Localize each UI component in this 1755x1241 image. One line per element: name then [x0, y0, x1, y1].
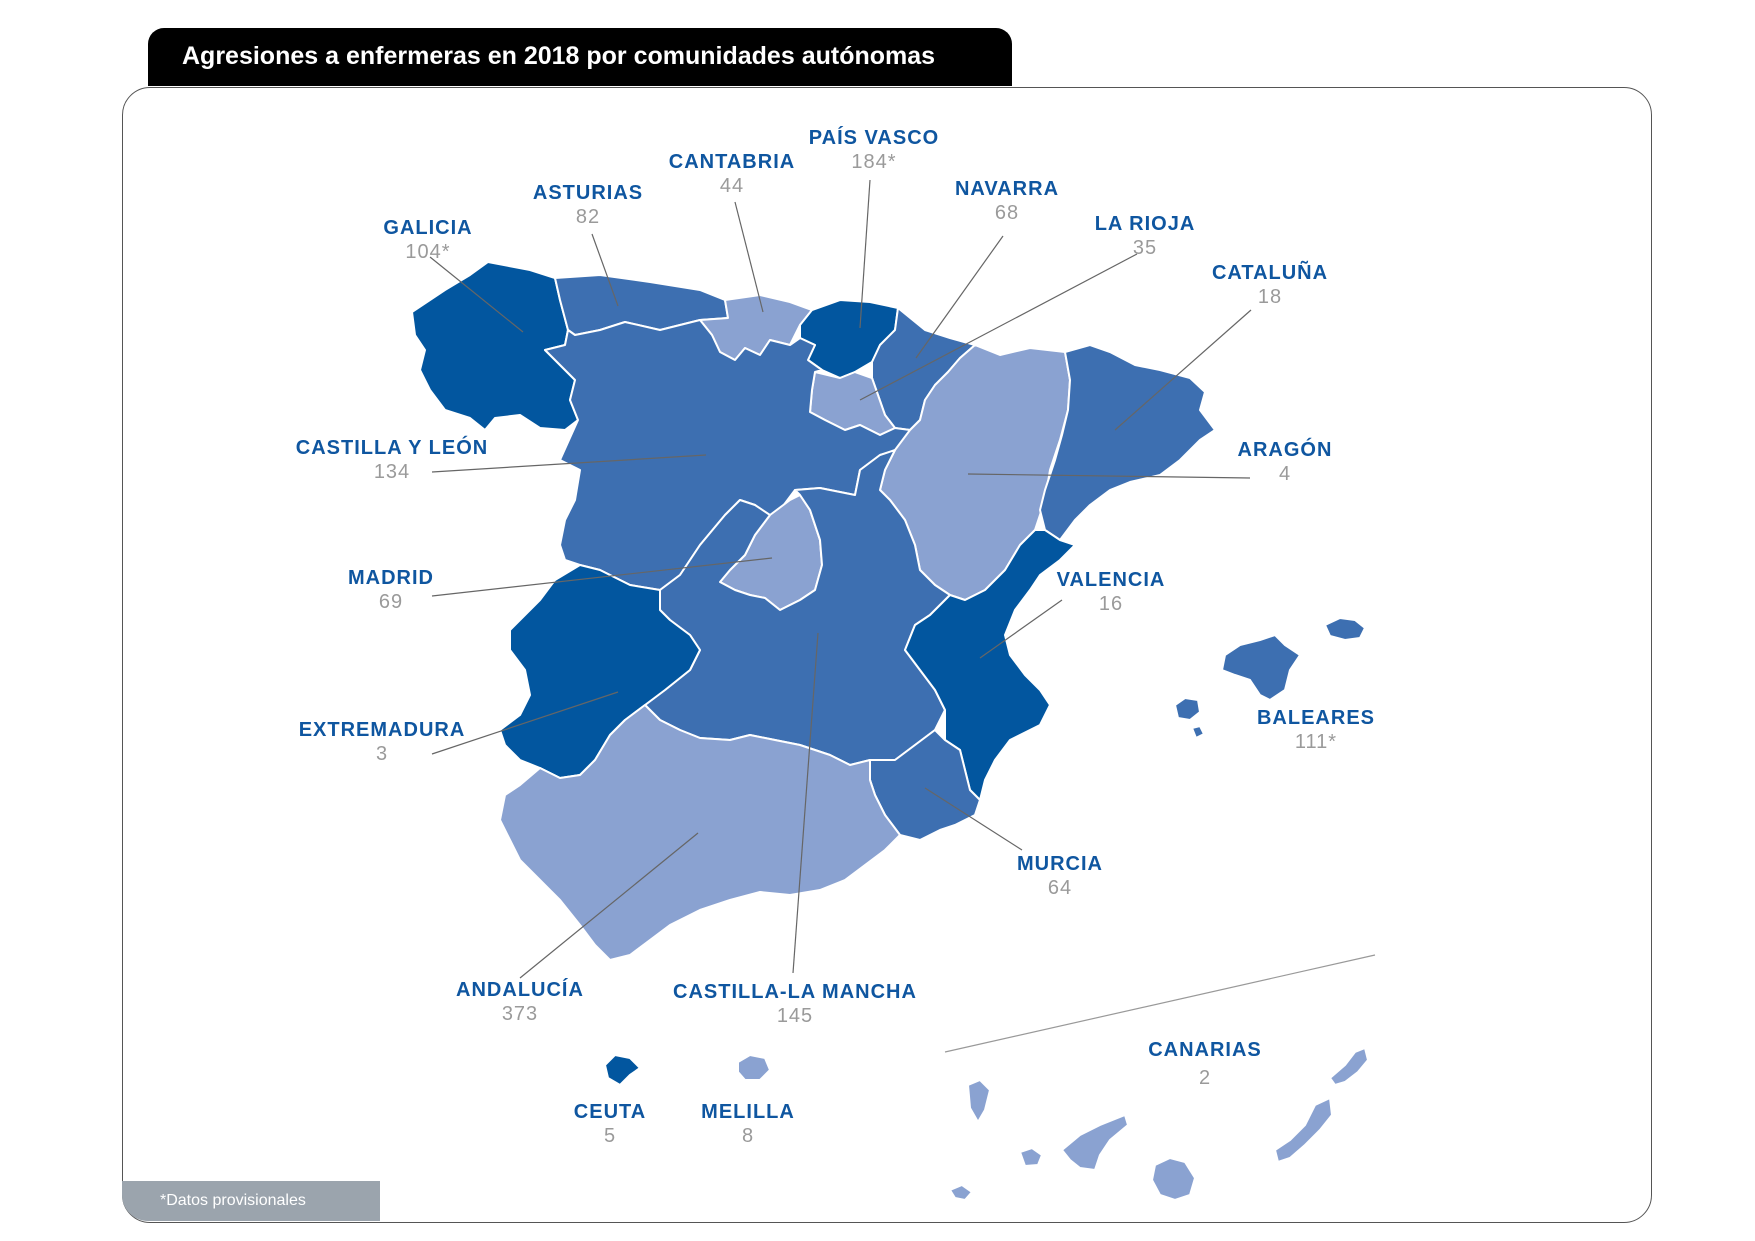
- region-name: LA RIOJA: [1094, 213, 1196, 235]
- leader-line-cantabria: [734, 201, 764, 313]
- label-melilla: MELILLA 8: [690, 1100, 806, 1148]
- region-name: CASTILLA Y LEÓN: [295, 437, 489, 459]
- leader-line-aragon: [967, 473, 1251, 479]
- region-name: CATALUÑA: [1211, 262, 1329, 284]
- region-value: 104*: [405, 241, 451, 263]
- label-canarias: CANARIAS 2: [1130, 1038, 1280, 1090]
- region-value: 145: [776, 1005, 814, 1027]
- region-value: 111*: [1294, 731, 1338, 753]
- label-cataluna: CATALUÑA 18: [1200, 261, 1340, 309]
- region-value: 69: [378, 591, 404, 613]
- region-name: MELILLA: [701, 1101, 795, 1123]
- region-value: 8: [741, 1125, 755, 1147]
- leader-line-la-rioja: [859, 253, 1138, 401]
- region-value: 184*: [851, 151, 897, 173]
- region-value: 44: [719, 175, 745, 197]
- region-ceuta[interactable]: [604, 1054, 641, 1086]
- leader-line-castilla-y-leon: [431, 454, 707, 473]
- leader-line-pais-vasco: [859, 179, 871, 329]
- map-frame: [122, 87, 1652, 1223]
- label-aragon: ARAGÓN 4: [1225, 438, 1345, 486]
- region-name: BALEARES: [1256, 707, 1375, 729]
- region-name: MURCIA: [1017, 853, 1103, 875]
- region-name: MADRID: [348, 567, 434, 589]
- region-canarias-tenerife[interactable]: [1061, 1114, 1129, 1171]
- region-name: CANARIAS: [1148, 1039, 1262, 1061]
- region-galicia[interactable]: [411, 261, 579, 431]
- map-title: Agresiones a enfermeras en 2018 por comu…: [182, 42, 936, 70]
- label-murcia: MURCIA 64: [1000, 852, 1120, 900]
- region-cataluna[interactable]: [1039, 344, 1216, 541]
- region-name: NAVARRA: [954, 178, 1060, 200]
- region-valencia[interactable]: [904, 529, 1076, 801]
- label-castilla-y-leon: CASTILLA Y LEÓN 134: [282, 436, 502, 484]
- leader-line-madrid: [431, 557, 773, 597]
- label-ceuta: CEUTA 5: [560, 1100, 660, 1148]
- label-navarra: NAVARRA 68: [942, 177, 1072, 225]
- leader-line-galicia: [429, 256, 524, 333]
- title-tab: [148, 28, 1012, 86]
- region-canarias-la-gomera[interactable]: [1019, 1147, 1043, 1167]
- region-value: 5: [603, 1125, 617, 1147]
- label-asturias: ASTURIAS 82: [522, 181, 654, 229]
- leader-line-castilla-la-mancha: [792, 632, 819, 974]
- region-andalucia[interactable]: [499, 704, 901, 961]
- region-name: ANDALUCÍA: [456, 979, 584, 1001]
- region-canarias-gran-canaria[interactable]: [1151, 1157, 1196, 1201]
- region-value: 3: [375, 743, 389, 765]
- region-baleares-ibiza[interactable]: [1174, 697, 1201, 721]
- region-baleares-menorca[interactable]: [1324, 617, 1366, 641]
- region-value: 35: [1132, 237, 1158, 259]
- canarias-separator: [944, 954, 1376, 1053]
- region-name: CEUTA: [573, 1101, 647, 1123]
- region-name: GALICIA: [383, 217, 473, 239]
- label-valencia: VALENCIA 16: [1040, 568, 1182, 616]
- region-name: EXTREMADURA: [298, 719, 466, 741]
- region-name: PAÍS VASCO: [808, 127, 940, 149]
- label-baleares: BALEARES 111*: [1248, 706, 1384, 754]
- leader-line-navarra: [915, 235, 1004, 359]
- label-extremadura: EXTREMADURA 3: [290, 718, 474, 766]
- label-madrid: MADRID 69: [330, 566, 452, 614]
- region-value: 134: [373, 461, 411, 483]
- leader-line-valencia: [979, 599, 1063, 659]
- leader-line-murcia: [924, 787, 1023, 851]
- region-baleares-formentera[interactable]: [1191, 725, 1205, 739]
- region-name: ASTURIAS: [532, 182, 644, 204]
- region-canarias-lanzarote[interactable]: [1329, 1047, 1369, 1086]
- label-cantabria: CANTABRIA 44: [660, 150, 804, 198]
- region-name: VALENCIA: [1056, 569, 1166, 591]
- leader-line-cataluna: [1114, 309, 1252, 431]
- region-canarias-fuerteventura[interactable]: [1274, 1097, 1333, 1163]
- label-pais-vasco: PAÍS VASCO 184*: [800, 126, 948, 174]
- region-name: ARAGÓN: [1237, 439, 1333, 461]
- region-value: 373: [501, 1003, 539, 1025]
- region-canarias-el-hierro[interactable]: [949, 1184, 973, 1201]
- leader-line-asturias: [591, 233, 619, 307]
- region-name: CANTABRIA: [668, 151, 796, 173]
- leader-line-andalucia: [519, 832, 699, 979]
- region-melilla[interactable]: [737, 1054, 771, 1081]
- region-value: 2: [1198, 1067, 1212, 1089]
- region-value: 82: [575, 206, 601, 228]
- region-value: 4: [1278, 463, 1292, 485]
- footnote: *Datos provisionales: [122, 1181, 380, 1221]
- label-la-rioja: LA RIOJA 35: [1080, 212, 1210, 260]
- label-castilla-la-mancha: CASTILLA-LA MANCHA 145: [665, 980, 925, 1028]
- leader-line-extremadura: [431, 691, 619, 755]
- region-name: CASTILLA-LA MANCHA: [673, 981, 917, 1003]
- region-baleares-mallorca[interactable]: [1221, 634, 1301, 701]
- label-galicia: GALICIA 104*: [364, 216, 492, 264]
- region-value: 16: [1098, 593, 1124, 615]
- region-canarias-la-palma[interactable]: [967, 1079, 991, 1123]
- region-value: 18: [1257, 286, 1283, 308]
- label-andalucia: ANDALUCÍA 373: [440, 978, 600, 1026]
- region-value: 68: [994, 202, 1020, 224]
- region-value: 64: [1047, 877, 1073, 899]
